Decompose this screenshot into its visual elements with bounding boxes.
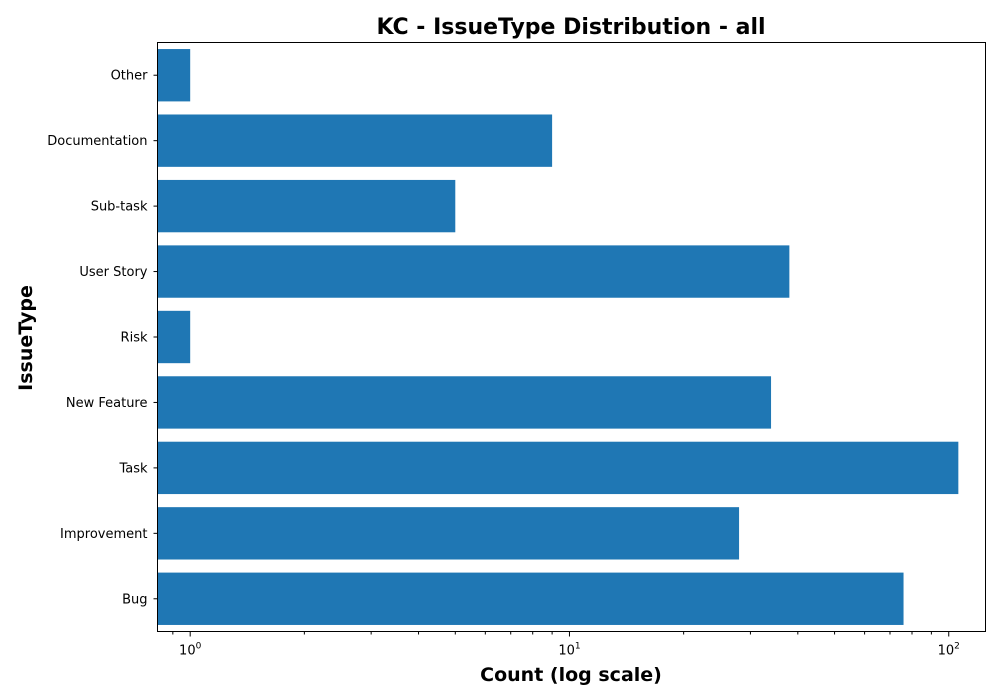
plot-frame <box>157 42 986 632</box>
x-axis-ticks: 100 101 102 <box>172 631 960 659</box>
chart-title: KC - IssueType Distribution - all <box>376 15 765 40</box>
bar-documentation <box>157 114 553 167</box>
y-tick-label-sub-task: Sub-task <box>91 200 148 215</box>
bar-risk <box>157 310 191 364</box>
bar-improvement <box>157 507 740 560</box>
y-tick-label-other: Other <box>111 69 149 84</box>
y-tick-label-task: Task <box>118 461 148 476</box>
y-tick-label-improvement: Improvement <box>60 527 147 542</box>
bar-sub-task <box>157 179 456 233</box>
bar-new-feature <box>157 376 772 429</box>
y-tick-label-new-feature: New Feature <box>66 396 148 411</box>
bars-group <box>157 49 959 625</box>
x-axis-label: Count (log scale) <box>480 664 662 686</box>
y-axis-ticks: Bug Improvement Task New Feature Risk User St… <box>47 69 158 607</box>
y-tick-label-risk: Risk <box>121 331 148 346</box>
y-tick-label-user-story: User Story <box>79 265 147 280</box>
x-tick-label: 102 <box>938 642 960 659</box>
x-tick-label: 101 <box>558 642 580 659</box>
bar-task <box>157 441 959 495</box>
y-axis-label: IssueType <box>15 285 37 391</box>
y-tick-label-bug: Bug <box>122 592 147 607</box>
bar-user-story <box>157 245 790 298</box>
y-tick-label-documentation: Documentation <box>47 134 147 149</box>
x-tick-label: 100 <box>179 642 202 659</box>
bar-other <box>157 49 191 102</box>
bar-bug <box>157 572 904 625</box>
